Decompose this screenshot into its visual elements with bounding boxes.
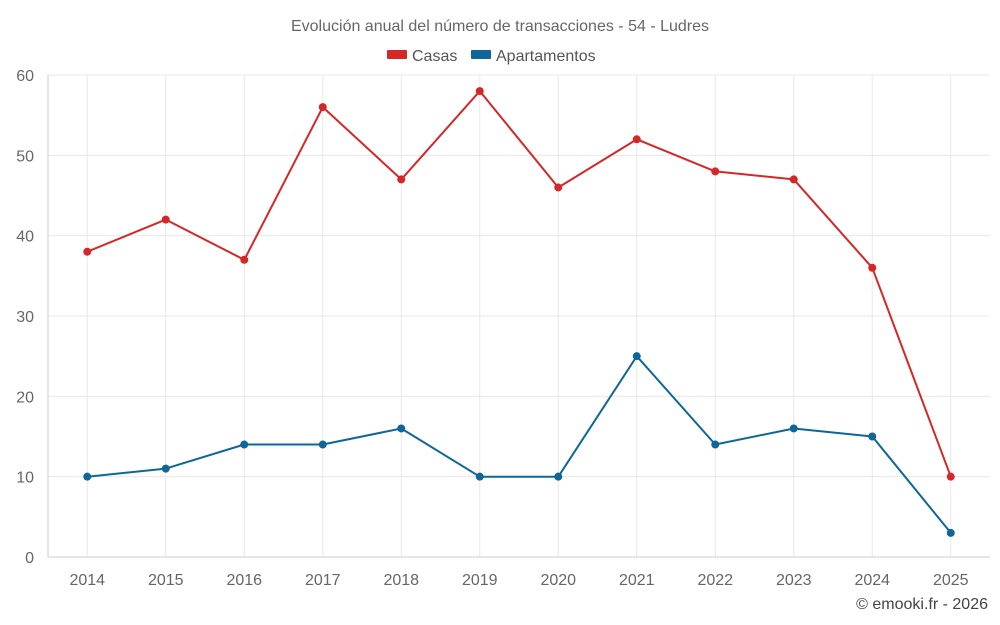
- data-point-apartamentos-2024[interactable]: [868, 432, 877, 441]
- data-point-apartamentos-2025[interactable]: [946, 528, 955, 537]
- y-tick-label: 50: [16, 148, 34, 165]
- data-point-apartamentos-2017[interactable]: [318, 440, 327, 449]
- data-point-apartamentos-2016[interactable]: [240, 440, 249, 449]
- data-point-casas-2022[interactable]: [711, 167, 720, 176]
- y-tick-label: 30: [16, 309, 34, 326]
- data-point-apartamentos-2015[interactable]: [161, 464, 170, 473]
- data-point-apartamentos-2022[interactable]: [711, 440, 720, 449]
- data-point-apartamentos-2014[interactable]: [83, 472, 92, 481]
- y-tick-label: 40: [16, 229, 34, 246]
- y-tick-label: 60: [16, 68, 34, 85]
- axes: 0 10 20 30 40 50 60 2014 2015 2016 2017 2018 2019 202…: [16, 68, 990, 589]
- legend: Casas Apartamentos: [387, 48, 596, 65]
- data-point-casas-2014[interactable]: [83, 247, 92, 256]
- x-tick-label: 2014: [69, 572, 105, 589]
- data-point-casas-2021[interactable]: [632, 135, 641, 144]
- series: [83, 87, 955, 537]
- x-tick-label: 2023: [776, 572, 812, 589]
- x-tick-label: 2018: [383, 572, 419, 589]
- x-tick-label: 2016: [226, 572, 262, 589]
- series-line-casas: [86, 90, 952, 478]
- x-tick-label: 2022: [697, 572, 733, 589]
- data-point-apartamentos-2019[interactable]: [475, 472, 484, 481]
- data-point-casas-2024[interactable]: [868, 263, 877, 272]
- x-tick-label: 2021: [619, 572, 655, 589]
- data-point-casas-2019[interactable]: [475, 87, 484, 96]
- x-tick-label: 2017: [305, 572, 341, 589]
- credit-text: © emooki.fr - 2026: [856, 596, 988, 613]
- data-point-apartamentos-2020[interactable]: [554, 472, 563, 481]
- data-point-casas-2020[interactable]: [554, 183, 563, 192]
- legend-swatch-apartamentos: [471, 50, 491, 59]
- legend-label-apartamentos[interactable]: Apartamentos: [496, 48, 596, 65]
- data-point-casas-2025[interactable]: [946, 472, 955, 481]
- legend-swatch-casas: [387, 50, 407, 59]
- data-point-casas-2023[interactable]: [789, 175, 798, 184]
- x-tick-label: 2015: [148, 572, 184, 589]
- x-tick-label: 2025: [933, 572, 969, 589]
- x-tick-label: 2024: [854, 572, 890, 589]
- series-line-apartamentos: [87, 355, 952, 534]
- legend-label-casas[interactable]: Casas: [412, 48, 457, 65]
- data-point-casas-2016[interactable]: [240, 255, 249, 264]
- data-point-apartamentos-2021[interactable]: [632, 352, 641, 361]
- chart-title: Evolución anual del número de transaccio…: [291, 18, 709, 35]
- data-point-apartamentos-2023[interactable]: [789, 424, 798, 433]
- data-point-casas-2015[interactable]: [161, 215, 170, 224]
- data-point-casas-2018[interactable]: [397, 175, 406, 184]
- data-point-casas-2017[interactable]: [318, 103, 327, 112]
- y-tick-label: 10: [16, 470, 34, 487]
- x-tick-label: 2019: [462, 572, 498, 589]
- y-tick-label: 20: [16, 389, 34, 406]
- data-point-apartamentos-2018[interactable]: [397, 424, 406, 433]
- x-tick-label: 2020: [540, 572, 576, 589]
- grid: [48, 74, 990, 557]
- y-tick-label: 0: [25, 550, 34, 567]
